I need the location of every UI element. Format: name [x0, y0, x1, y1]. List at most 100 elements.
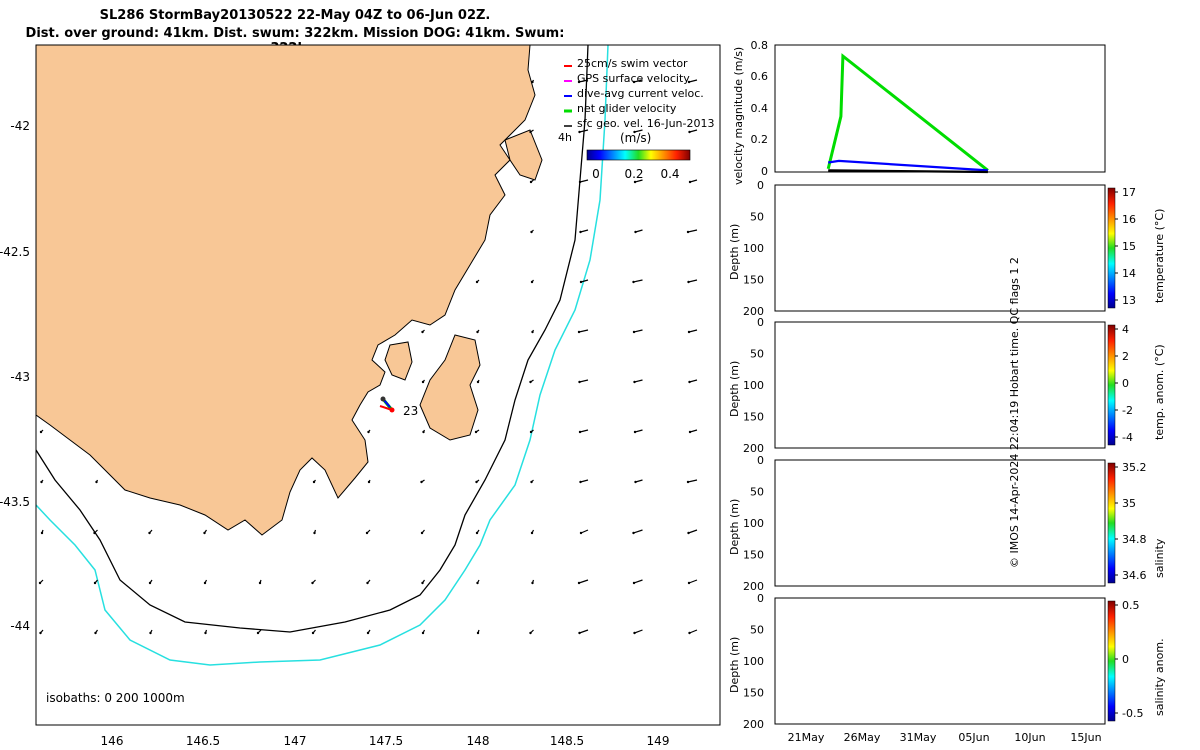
sfc-geo-velocity-vectors — [38, 79, 698, 635]
velocity-vector — [579, 179, 589, 183]
vector-head — [578, 130, 581, 134]
vector-head — [687, 531, 690, 535]
vector-head — [578, 430, 582, 434]
vector-head — [40, 480, 43, 484]
map-x-tick: 148 — [467, 734, 490, 748]
vector-head — [577, 80, 581, 84]
colorbar-tick: 35.2 — [1122, 461, 1147, 474]
vector-head — [148, 581, 152, 585]
colorbar-tick: -0.5 — [1122, 707, 1143, 720]
map-y-tick: -44 — [10, 619, 30, 633]
depth-colorbar — [1107, 462, 1116, 584]
vector-head — [476, 631, 480, 635]
colorbar-label: temp. anom. (°C) — [1153, 344, 1166, 440]
map-x-tick: 147.5 — [369, 734, 403, 748]
glider-track — [379, 396, 395, 413]
depth-y-tick: 200 — [743, 442, 764, 455]
map-x-tick: 149 — [647, 734, 670, 748]
depth-y-tick: 50 — [750, 348, 764, 361]
vector-head — [531, 330, 534, 334]
vector-head — [633, 430, 637, 434]
depth-y-tick: 50 — [750, 624, 764, 637]
velocity-vector — [579, 629, 589, 634]
vector-head — [420, 480, 423, 484]
depth-panel-axes — [774, 459, 1106, 587]
vector-head — [686, 230, 690, 234]
isobaths-label: isobaths: 0 200 1000m — [46, 691, 185, 705]
vector-head — [579, 230, 582, 234]
velocity-vector — [633, 279, 643, 283]
vector-head — [475, 480, 478, 484]
depth-y-tick: 0 — [757, 454, 764, 467]
colorbar-label: salinity anom. — [1153, 638, 1166, 716]
colorbar-title: (m/s) — [620, 131, 651, 145]
land-tasmania — [36, 45, 536, 536]
vel-y-tick: 0.8 — [751, 39, 769, 52]
vector-head — [40, 531, 44, 535]
time-tick: 10Jun — [1014, 731, 1045, 744]
depth-y-tick: 200 — [743, 580, 764, 593]
velocity-vector — [634, 629, 643, 634]
colorbar-tick: 34.8 — [1122, 533, 1147, 546]
velocity-vector — [580, 279, 589, 283]
velocity-vector — [688, 329, 698, 333]
chart-title: SL286 StormBay20130522 22-May 04Z to 06-… — [99, 8, 491, 23]
vector-head — [422, 430, 425, 434]
velocity-vector — [689, 179, 698, 183]
vector-head — [632, 280, 635, 284]
vector-head — [476, 581, 479, 585]
vector-head — [311, 581, 314, 585]
map-panel: 23 146 146.5 147 147.5 148 148.5 149 -42… — [0, 44, 721, 748]
velocity-vector — [688, 79, 698, 83]
land-northeast-coast — [504, 129, 543, 181]
vector-head — [633, 631, 636, 635]
depth-y-tick: 0 — [757, 592, 764, 605]
vector-head — [476, 330, 479, 334]
map-x-tick: 147 — [284, 734, 307, 748]
colorbar-tick: 0.4 — [660, 167, 679, 181]
colorbar-tick: 0 — [592, 167, 600, 181]
vector-head — [531, 80, 534, 84]
vel-y-tick: 0.4 — [751, 102, 769, 115]
depth-y-label: Depth (m) — [728, 224, 741, 280]
vector-head — [93, 531, 96, 535]
depth-y-label: Depth (m) — [728, 361, 741, 417]
vel-y-tick: 0.6 — [751, 70, 769, 83]
vector-head — [367, 480, 371, 484]
colorbar-tick: 34.6 — [1122, 569, 1147, 582]
legend-entry: dive-avg current veloc. — [577, 87, 704, 100]
depth-y-tick: 100 — [743, 242, 764, 255]
vector-head — [421, 631, 425, 635]
vector-head — [475, 280, 479, 284]
vector-head — [258, 581, 262, 585]
vector-head — [203, 531, 206, 535]
colorbar-tick: 4 — [1122, 323, 1129, 336]
velocity-vector — [689, 629, 698, 634]
vector-head — [529, 430, 533, 434]
map-x-tick: 146.5 — [186, 734, 220, 748]
map-x-tick: 146 — [101, 734, 124, 748]
depth-y-tick: 100 — [743, 655, 764, 668]
vector-head — [256, 631, 260, 635]
legend-entry: sfc geo. vel. 16-Jun-2013 — [577, 117, 714, 130]
vector-head — [311, 631, 315, 635]
isobath-200m — [36, 45, 589, 633]
vector-head — [39, 631, 42, 635]
vector-head — [313, 531, 316, 535]
vector-head — [632, 80, 636, 84]
vel-y-tick: 0.2 — [751, 133, 769, 146]
vector-head — [686, 480, 690, 484]
velocity-vector — [579, 379, 589, 383]
velocity-vector — [579, 129, 589, 133]
legend-entry: net glider velocity — [577, 102, 677, 115]
velocity-vector — [634, 379, 643, 383]
vector-head — [365, 531, 369, 535]
colorbar-tick: 2 — [1122, 350, 1129, 363]
map-x-axis: 146 146.5 147 147.5 148 148.5 149 — [101, 734, 670, 748]
isobath-1000m — [36, 45, 609, 666]
legend-extra: 4h — [558, 131, 572, 144]
vector-head — [530, 480, 533, 484]
map-y-tick: -42.5 — [0, 245, 30, 259]
vector-head — [204, 631, 207, 635]
